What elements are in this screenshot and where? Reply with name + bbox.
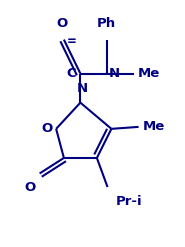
Text: C: C <box>67 67 76 80</box>
Text: N: N <box>109 67 120 80</box>
Text: N: N <box>77 82 88 95</box>
Text: Me: Me <box>138 67 160 80</box>
Text: Pr-i: Pr-i <box>115 195 142 208</box>
Text: O: O <box>56 17 68 30</box>
Text: Me: Me <box>142 120 165 133</box>
Text: Ph: Ph <box>97 17 116 30</box>
Text: =: = <box>67 35 77 48</box>
Text: O: O <box>41 122 52 135</box>
Text: O: O <box>24 181 36 194</box>
